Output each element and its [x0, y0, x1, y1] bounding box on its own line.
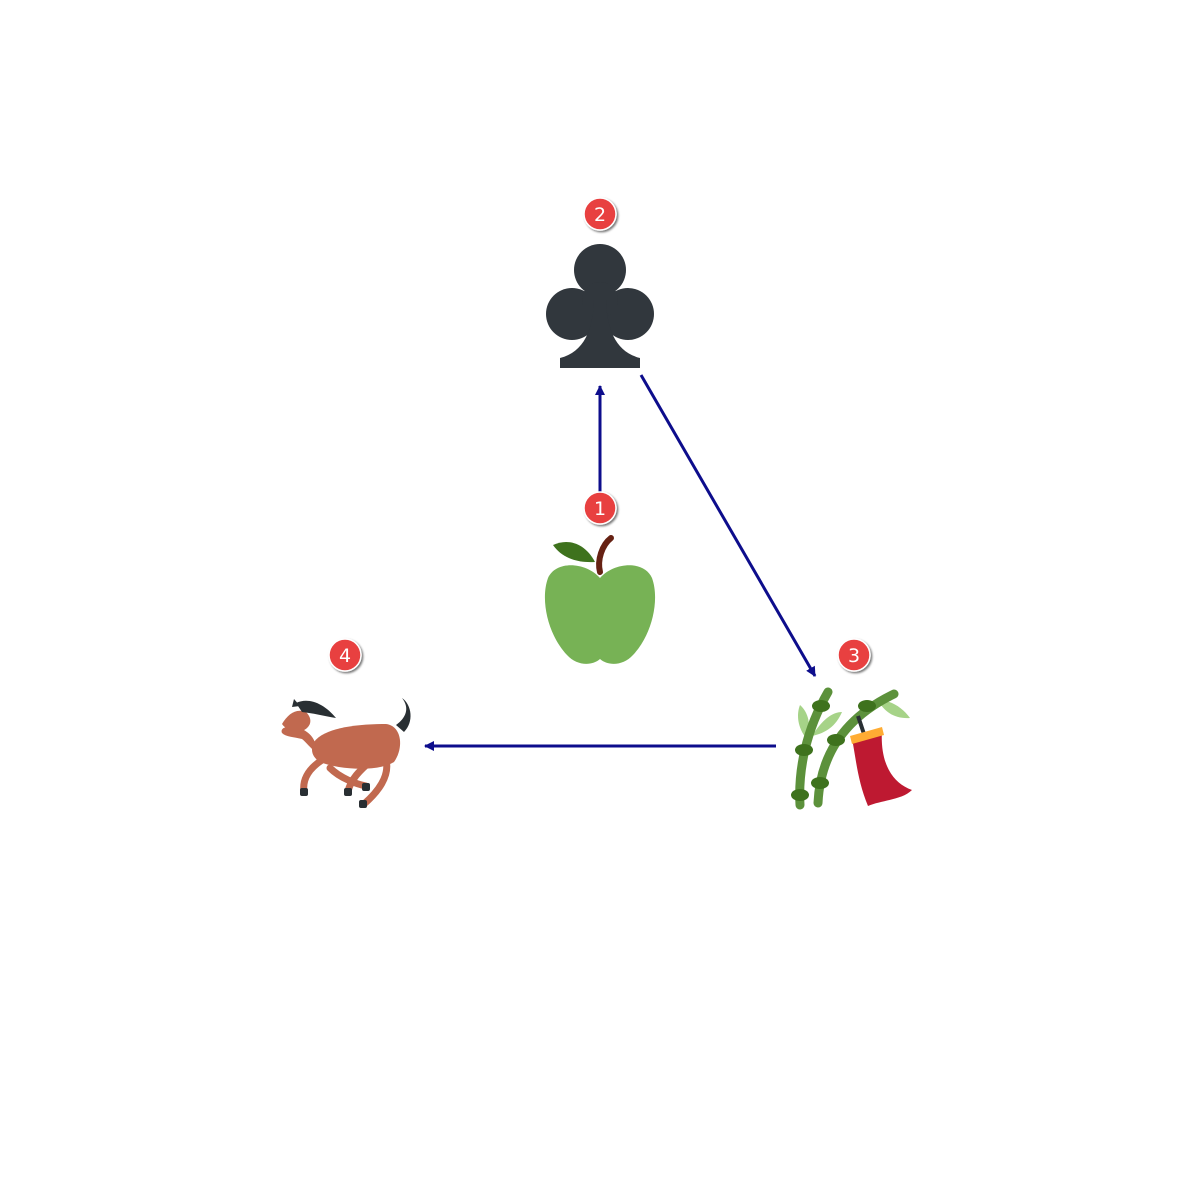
node-4[interactable]: 4 [281, 638, 411, 808]
green-apple-icon [544, 535, 656, 664]
horse-racing-icon [281, 698, 411, 808]
node-1[interactable]: 1 [544, 491, 656, 664]
edge-2-to-3 [639, 374, 817, 677]
node-badge-label-4: 4 [339, 645, 351, 667]
edges [424, 374, 817, 751]
node-badge-2 [583, 197, 617, 231]
node-badge-label-3: 3 [848, 645, 860, 667]
node-2[interactable]: 2 [546, 197, 654, 368]
node-badge-1 [583, 491, 617, 525]
tanabata-tree-icon [791, 687, 912, 810]
node-badge-3 [837, 638, 871, 672]
node-badge-4 [328, 638, 362, 672]
node-3[interactable]: 3 [791, 638, 912, 810]
node-badge-label-2: 2 [594, 204, 606, 226]
node-badge-label-1: 1 [594, 498, 606, 520]
club-suit-icon [546, 244, 654, 368]
